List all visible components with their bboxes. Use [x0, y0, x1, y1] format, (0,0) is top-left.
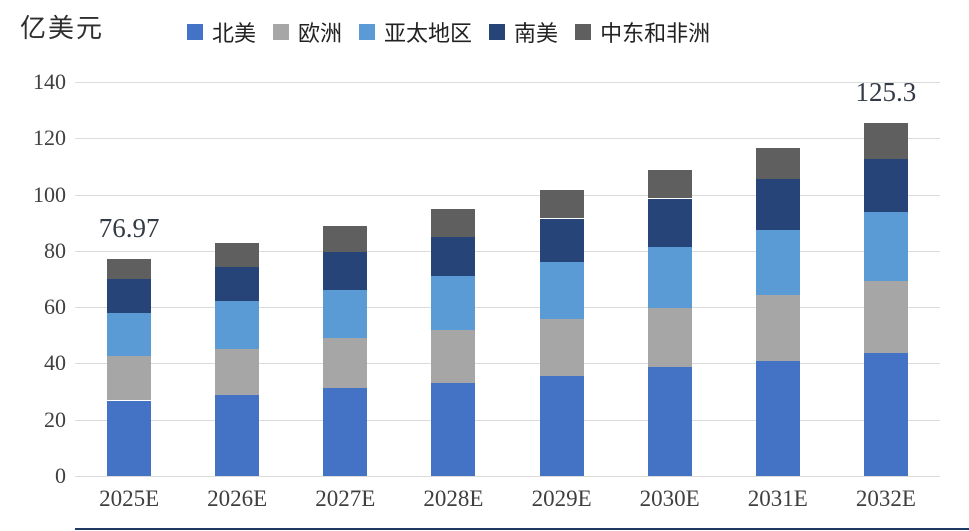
- bar-segment-middle-east-africa: [323, 226, 368, 252]
- bar-segment-asia-pacific: [215, 301, 260, 350]
- bar-segment-asia-pacific: [107, 312, 152, 356]
- bar-segment-europe: [539, 319, 584, 376]
- legend-item-middle-east-africa: 中东和非洲: [575, 16, 710, 48]
- y-axis-unit-title: 亿美元: [20, 14, 105, 43]
- bar-segment-asia-pacific: [539, 262, 584, 320]
- legend-swatch-icon: [273, 24, 290, 40]
- bar-segment-europe: [107, 355, 152, 401]
- x-axis-label: 2028E: [423, 486, 484, 511]
- bar-segment-asia-pacific: [863, 212, 908, 281]
- bar-segment-north-america: [755, 360, 800, 476]
- bar-segment-asia-pacific: [323, 290, 368, 339]
- legend-label: 亚太地区: [384, 21, 473, 46]
- bar-segment-south-america: [539, 218, 584, 263]
- legend-swatch-icon: [187, 24, 203, 40]
- bar-segment-middle-east-africa: [539, 190, 584, 219]
- x-axis-label: 2025E: [99, 486, 160, 511]
- bar-total-label: 125.3: [855, 77, 917, 108]
- bar-total-label: 76.97: [98, 213, 160, 244]
- bar-segment-asia-pacific: [647, 246, 692, 309]
- bottom-border-rule: [75, 528, 969, 530]
- x-axis-label: 2029E: [531, 486, 592, 511]
- x-axis-label: 2027E: [315, 486, 376, 511]
- bar-segment-europe: [647, 308, 692, 368]
- x-axis-label: 2030E: [639, 486, 700, 511]
- bar-segment-south-america: [323, 251, 368, 290]
- bar-segment-south-america: [107, 279, 152, 313]
- chart-legend: 北美 欧洲 亚太地区 南美 中东和非洲: [187, 16, 710, 48]
- bar-segment-north-america: [431, 382, 476, 476]
- bar-segment-south-america: [215, 266, 260, 301]
- bar-segment-asia-pacific: [431, 275, 476, 330]
- y-axis-tick-label: 120: [33, 125, 66, 151]
- bar-segment-middle-east-africa: [107, 259, 152, 280]
- y-axis-tick-label: 40: [44, 350, 66, 376]
- x-axis-label: 2031E: [747, 486, 808, 511]
- bar-segment-europe: [215, 349, 260, 395]
- legend-label: 中东和非洲: [600, 21, 711, 46]
- bar-segment-south-america: [431, 237, 476, 276]
- bar-segment-middle-east-africa: [755, 147, 800, 180]
- bar-segment-asia-pacific: [755, 230, 800, 295]
- bar-segment-north-america: [647, 367, 692, 476]
- legend-swatch-icon: [359, 24, 376, 40]
- bar-segment-europe: [431, 329, 476, 383]
- y-axis-tick-label: 80: [44, 237, 66, 263]
- y-axis-tick-label: 140: [33, 69, 66, 94]
- gridline: [75, 476, 940, 477]
- bar-segment-europe: [863, 281, 908, 354]
- y-axis-tick-label: 100: [33, 181, 66, 207]
- gridline: [75, 307, 940, 309]
- bar-segment-north-america: [323, 387, 368, 476]
- bar-segment-north-america: [107, 400, 152, 476]
- bar-segment-south-america: [755, 179, 800, 230]
- gridline: [75, 194, 940, 196]
- bar-segment-middle-east-africa: [863, 123, 908, 159]
- bar-segment-north-america: [863, 353, 908, 476]
- y-axis-tick-label: 20: [44, 406, 66, 432]
- x-axis-label: 2032E: [855, 486, 916, 511]
- y-axis-tick-label: 60: [44, 294, 66, 320]
- x-axis-label: 2026E: [207, 486, 268, 511]
- gridline: [75, 82, 940, 83]
- bar-segment-middle-east-africa: [431, 209, 476, 238]
- bar-segment-middle-east-africa: [215, 243, 260, 267]
- gridline: [75, 419, 940, 421]
- legend-swatch-icon: [489, 24, 506, 40]
- bar-segment-europe: [323, 338, 368, 388]
- bar-segment-north-america: [215, 394, 260, 476]
- bar-segment-middle-east-africa: [647, 170, 692, 199]
- legend-label: 欧洲: [298, 21, 343, 46]
- legend-label: 北美: [212, 21, 257, 46]
- gridline: [75, 138, 940, 140]
- legend-item-south-america: 南美: [489, 16, 558, 48]
- bar-segment-north-america: [539, 376, 584, 476]
- legend-label: 南美: [514, 21, 559, 46]
- bar-segment-south-america: [647, 198, 692, 247]
- legend-item-north-america: 北美: [187, 16, 256, 48]
- gridline: [75, 363, 940, 365]
- legend-item-asia-pacific: 亚太地区: [359, 16, 472, 48]
- legend-swatch-icon: [575, 24, 592, 40]
- bar-segment-south-america: [863, 158, 908, 213]
- y-axis-tick-label: 0: [55, 463, 66, 488]
- gridline: [75, 250, 940, 252]
- bar-segment-europe: [755, 295, 800, 361]
- legend-item-europe: 欧洲: [273, 16, 342, 48]
